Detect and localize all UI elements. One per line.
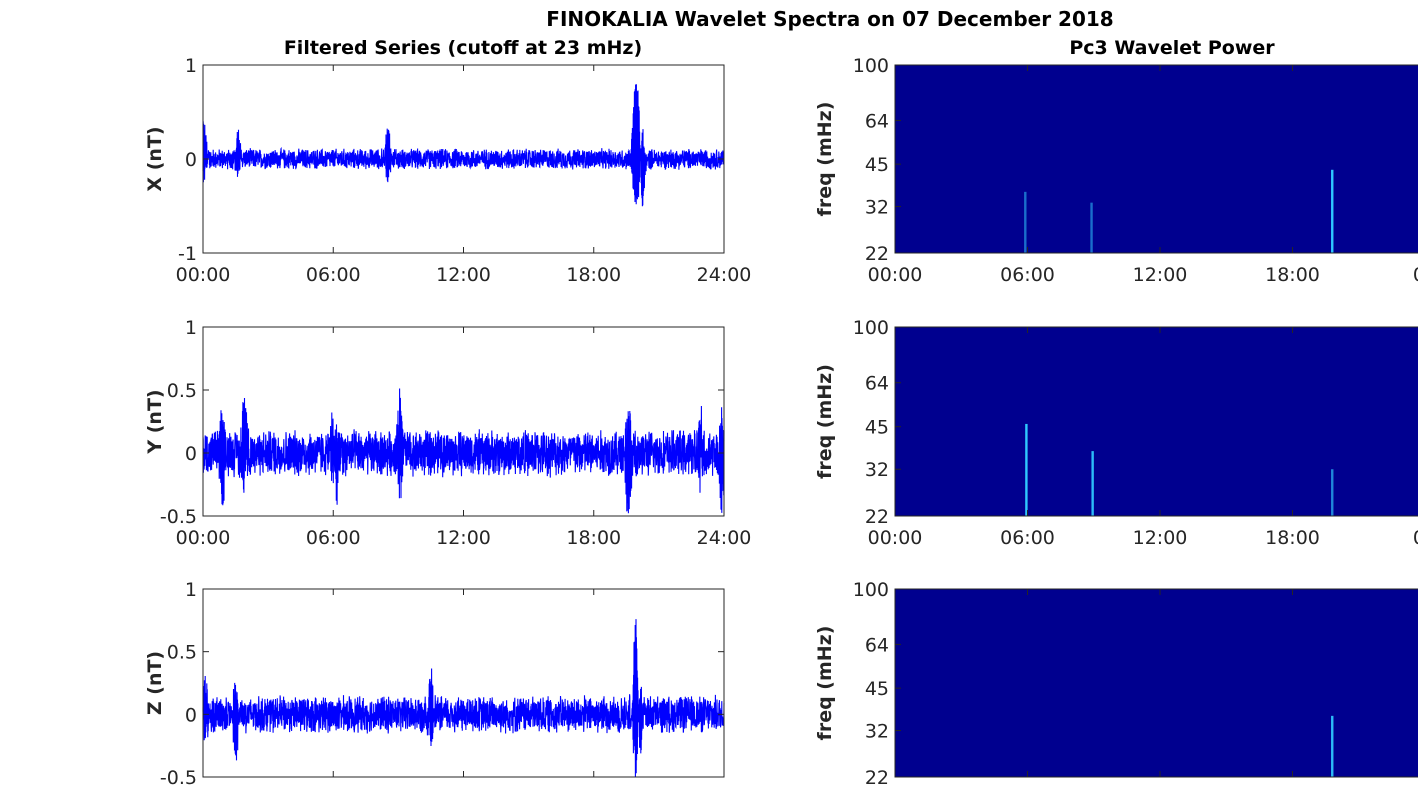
y-tick-label: 100 <box>853 55 889 77</box>
y-tick-label: 0 <box>185 704 197 726</box>
y-tick-label: 22 <box>865 767 889 788</box>
right-column-title: Pc3 Wavelet Power <box>1069 37 1275 59</box>
y-axis-label: Y (nT) <box>144 389 166 454</box>
y-tick-label: 45 <box>865 154 889 176</box>
x-tick-label: 00 <box>1413 527 1418 549</box>
x-tick-label: 06:00 <box>306 264 361 286</box>
y-tick-label: 100 <box>853 579 889 601</box>
y-tick-label: 0 <box>185 443 197 465</box>
x-tick-label: 24:00 <box>697 527 752 549</box>
x-tick-label: 12:00 <box>436 264 491 286</box>
chart-panel-5: 22 32 45 64 100 00:00 06:00 12:00 18:00 00 freq (m… <box>814 317 1418 549</box>
x-tick-label: 18:00 <box>1265 264 1320 286</box>
y-tick-label: 64 <box>865 634 889 656</box>
spectrogram-background <box>895 327 1418 516</box>
y-tick-label: 1 <box>185 579 197 601</box>
y-axis-label: freq (mHz) <box>814 364 836 479</box>
x-tick-label: 00:00 <box>176 527 231 549</box>
x-tick-label: 12:00 <box>1133 527 1188 549</box>
y-axis-label: Z (nT) <box>144 651 166 715</box>
chart-panel-3: -0.5 0 0.5 1 Z (nT) <box>144 579 725 788</box>
x-tick-label: 18:00 <box>1265 527 1320 549</box>
y-tick-label: 22 <box>865 243 889 265</box>
chart-panel-6: 22 32 45 64 100 freq (mHz) <box>814 579 1418 788</box>
y-tick-label: 64 <box>865 373 889 395</box>
y-tick-label: 1 <box>185 55 197 77</box>
series-line <box>202 619 725 778</box>
y-tick-label: 32 <box>865 196 889 218</box>
y-tick-label: 100 <box>853 317 889 339</box>
x-tick-label: 24:00 <box>697 264 752 286</box>
y-axis-label: X (nT) <box>144 126 166 191</box>
x-tick-label: 18:00 <box>566 527 621 549</box>
y-tick-label: -0.5 <box>160 767 197 788</box>
chart-panel-4: 22 32 45 64 100 00:00 06:00 12:00 18:00 00 freq (m… <box>814 55 1418 286</box>
spectrogram-background <box>895 589 1418 777</box>
power-event-2 <box>1090 202 1093 253</box>
series-line <box>202 84 725 207</box>
left-column-title: Filtered Series (cutoff at 23 mHz) <box>284 37 642 59</box>
power-event-1 <box>1331 715 1334 777</box>
plot-frame <box>202 588 725 778</box>
y-tick-label: 64 <box>865 110 889 132</box>
y-tick-label: -0.5 <box>160 506 197 528</box>
power-event-3 <box>1331 169 1334 253</box>
plot-frame <box>202 326 725 517</box>
y-tick-label: -1 <box>178 243 197 265</box>
x-tick-label: 00 <box>1413 264 1418 286</box>
x-tick-label: 00:00 <box>868 264 923 286</box>
x-tick-label: 06:00 <box>1000 264 1055 286</box>
y-axis-label: freq (mHz) <box>814 626 836 741</box>
figure-title: FINOKALIA Wavelet Spectra on 07 December… <box>546 7 1113 31</box>
x-tick-label: 06:00 <box>306 527 361 549</box>
y-tick-label: 0.5 <box>167 380 197 402</box>
spectrogram-background <box>895 65 1418 253</box>
x-tick-label: 00:00 <box>176 264 231 286</box>
x-tick-label: 12:00 <box>1133 264 1188 286</box>
x-tick-label: 18:00 <box>566 264 621 286</box>
y-tick-label: 32 <box>865 720 889 742</box>
chart-panel-1: -1 0 1 00:00 06:00 12:00 18:00 24:00 X (nT) <box>144 55 751 286</box>
y-tick-label: 22 <box>865 506 889 528</box>
x-tick-label: 06:00 <box>1000 527 1055 549</box>
series-line <box>202 388 725 514</box>
chart-panel-2: -0.5 0 0.5 1 00:00 06:00 12:00 18:00 24:00 Y (nT) <box>144 317 751 549</box>
y-tick-label: 45 <box>865 417 889 439</box>
power-event-1 <box>1024 191 1027 253</box>
x-tick-label: 12:00 <box>436 527 491 549</box>
power-event-3 <box>1331 469 1334 516</box>
y-tick-label: 45 <box>865 678 889 700</box>
y-tick-label: 32 <box>865 459 889 481</box>
y-tick-label: 0.5 <box>167 642 197 664</box>
x-tick-label: 00:00 <box>868 527 923 549</box>
power-event-1 <box>1025 423 1028 516</box>
y-tick-label: 0 <box>185 149 197 171</box>
y-axis-label: freq (mHz) <box>814 102 836 217</box>
power-event-2 <box>1091 451 1094 516</box>
y-tick-label: 1 <box>185 317 197 339</box>
